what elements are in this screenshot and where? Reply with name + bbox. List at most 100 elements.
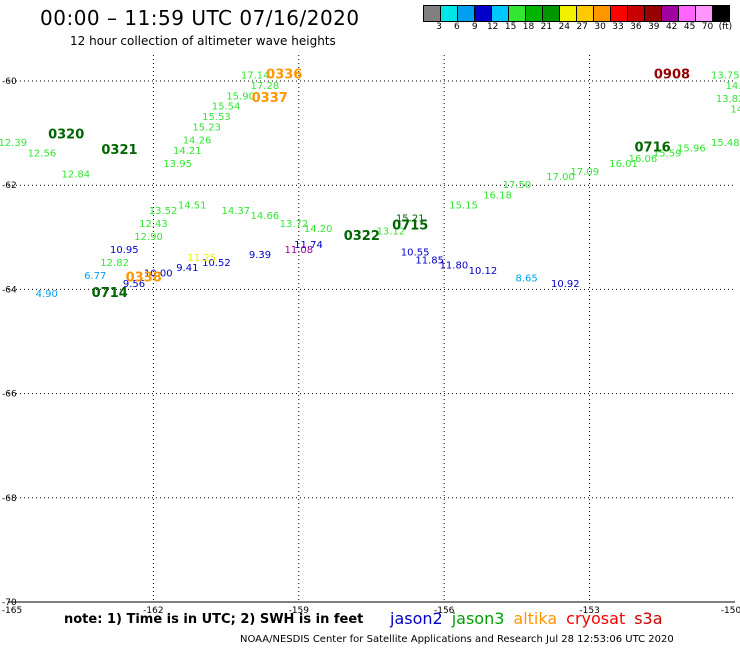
wave-height-label: 15.59	[653, 149, 682, 160]
wave-height-label: 14.37	[221, 206, 250, 217]
wave-height-label: 15.54	[212, 102, 241, 113]
lat-tick-label: -70	[2, 598, 17, 608]
wave-height-label: 11.80	[440, 261, 469, 272]
lat-tick-label: -68	[2, 494, 17, 504]
pass-time-label: 0320	[48, 127, 84, 142]
wave-height-label: 13.12	[377, 227, 406, 238]
lon-tick-label: -162	[143, 606, 163, 616]
wave-height-label: 14.21	[173, 146, 202, 157]
wave-height-label: 13.72	[280, 219, 309, 230]
legend-jason3: jason3	[451, 609, 505, 628]
legend-cryosat: cryosat	[566, 609, 626, 628]
lon-tick-label: -153	[579, 606, 599, 616]
wave-height-label: 14.90	[730, 104, 740, 115]
wave-height-label: 15.90	[226, 91, 255, 102]
lat-tick-label: -64	[2, 285, 17, 295]
legend-s3a: s3a	[634, 609, 663, 628]
wave-height-label: 17.00	[546, 172, 575, 183]
scale-label: 33	[612, 22, 624, 32]
scale-label: 27	[576, 22, 588, 32]
scale-label: 42	[665, 22, 678, 32]
scale-label: 30	[594, 22, 606, 32]
wave-height-label: 15.23	[192, 123, 221, 134]
scale-label: 39	[648, 22, 660, 32]
wave-height-label: 15.96	[677, 143, 706, 154]
wave-height-label: 10.12	[469, 266, 498, 277]
wave-height-label: 13.75	[711, 70, 740, 81]
wave-height-label: 11.85	[415, 255, 444, 266]
pass-time-label: 0337	[252, 91, 288, 106]
wave-height-label: 15.53	[202, 112, 231, 123]
lon-tick-label: -156	[434, 606, 455, 616]
pass-time-label: 0715	[392, 219, 428, 234]
lat-tick-label: -66	[2, 390, 17, 400]
wave-height-label: 16.01	[609, 159, 638, 170]
scale-label: 24	[558, 22, 571, 32]
scale-label: 21	[540, 22, 553, 32]
legend-altika: altika	[513, 609, 558, 628]
satellite-legend: jason2 jason3 altika cryosat s3a	[390, 609, 672, 628]
wave-height-label: 14.66	[251, 211, 280, 222]
pass-time-label: 0908	[654, 67, 690, 82]
pass-time-label: 0338	[126, 271, 162, 286]
lat-tick-label: -60	[2, 77, 17, 87]
color-scale	[423, 5, 730, 22]
wave-height-label: 12.56	[28, 149, 57, 160]
wave-height-label: 17.50	[503, 180, 532, 191]
wave-height-label: 17.09	[570, 167, 599, 178]
wave-height-label: 12.43	[139, 219, 168, 230]
wave-height-label: 16.18	[483, 190, 512, 201]
lon-tick-label: -159	[289, 606, 310, 616]
wave-height-label: 14.20	[304, 224, 333, 235]
wave-height-label: 11.74	[294, 240, 323, 251]
wave-height-label: 12.39	[0, 138, 27, 149]
legend-jason2: jason2	[390, 609, 443, 628]
scale-label: 9	[471, 22, 478, 32]
scale-label: 18	[522, 22, 535, 32]
wave-height-label: 10.95	[110, 245, 139, 256]
wave-height-label: 13.95	[163, 159, 192, 170]
wave-height-label: 4.90	[36, 289, 58, 300]
wave-height-label: 15.48	[711, 138, 740, 149]
wave-height-label: 11.08	[284, 245, 313, 256]
wave-height-label: 10.55	[401, 248, 430, 259]
wave-height-label: 10.52	[202, 258, 231, 269]
color-scale-labels: 3 6 9 12 15 18 21 24 27 30 33 36 39 42 45 70 (ft)	[423, 22, 740, 34]
scale-label: 3	[436, 22, 442, 32]
scale-label: 36	[630, 22, 642, 32]
wave-height-label: 12.90	[134, 232, 163, 243]
map-title: 00:00 – 11:59 UTC 07/16/2020	[40, 6, 360, 30]
wave-height-label: 13.82	[716, 94, 740, 105]
scale-label: 6	[454, 22, 460, 32]
wave-height-label: 10.00	[144, 268, 173, 279]
pass-time-label: 0322	[344, 229, 380, 244]
pass-time-label: 0336	[266, 67, 302, 82]
scale-label: 12	[486, 22, 499, 32]
wave-height-label: 9.56	[123, 279, 145, 290]
scale-swatch	[712, 5, 730, 22]
wave-height-label: 15.15	[449, 201, 478, 212]
wave-height-label: 11.25	[188, 253, 217, 264]
wave-height-label: 9.39	[249, 250, 271, 261]
wave-height-label: 14.26	[183, 136, 212, 147]
wave-height-label: 14.51	[178, 201, 207, 212]
wave-height-label: 8.65	[515, 274, 537, 285]
wave-height-label: 17.14	[241, 70, 270, 81]
wave-height-label: 6.77	[84, 271, 106, 282]
wave-height-label: 16.06	[629, 154, 658, 165]
map-subtitle: 12 hour collection of altimeter wave hei…	[70, 34, 336, 48]
credit-line: NOAA/NESDIS Center for Satellite Applica…	[240, 634, 674, 645]
lat-tick-label: -62	[2, 181, 17, 191]
scale-label: 45	[683, 22, 696, 32]
wave-height-label: 15.21	[396, 214, 425, 225]
scale-label: 70	[701, 22, 714, 32]
lon-tick-label: -165	[2, 606, 22, 616]
wave-height-label: 10.92	[551, 279, 580, 290]
scale-label: 15	[504, 22, 517, 32]
lon-tick-label: -150	[721, 606, 740, 616]
wave-height-label: 12.84	[62, 169, 91, 180]
note-text: note: 1) Time is in UTC; 2) SWH is in fe…	[64, 612, 364, 627]
wave-height-label: 14.30	[726, 81, 740, 92]
scale-label: (ft)	[718, 22, 733, 32]
